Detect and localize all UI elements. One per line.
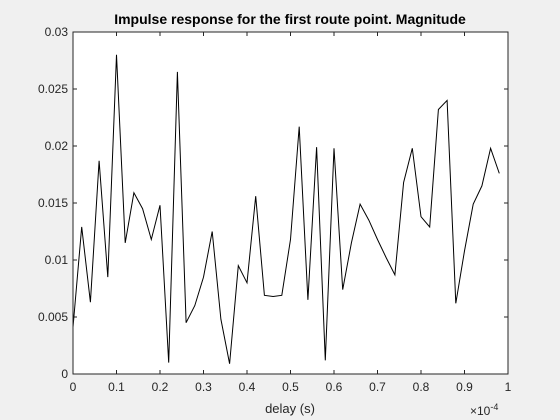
- plot-frame: [72, 31, 509, 375]
- y-tick-label: 0.03: [45, 25, 69, 39]
- x-exponent-power: -4: [490, 402, 498, 412]
- y-tick-label: 0: [61, 367, 68, 381]
- chart-title: Impulse response for the first route poi…: [114, 11, 466, 27]
- y-tick-label: 0.005: [38, 310, 68, 324]
- x-axis-label: delay (s): [265, 401, 315, 416]
- x-tick-label: 0.6: [326, 380, 343, 394]
- plot-area: [73, 32, 508, 374]
- x-tick-label: 0.5: [282, 380, 299, 394]
- y-tick-label: 0.025: [38, 82, 68, 96]
- y-tick-label: 0.01: [45, 253, 69, 267]
- y-tick-label: 0.02: [45, 139, 69, 153]
- x-tick-label: 0.4: [239, 380, 256, 394]
- series-line: [72, 54, 500, 364]
- x-tick-label: 1: [505, 380, 512, 394]
- x-exponent-base: ×10: [470, 404, 491, 418]
- x-tick-label: 0.1: [108, 380, 125, 394]
- y-tick-label: 0.015: [38, 196, 68, 210]
- series: [72, 54, 500, 364]
- x-exponent-label: ×10-4: [470, 402, 498, 418]
- x-tick-label: 0.3: [195, 380, 212, 394]
- x-tick-label: 0.2: [152, 380, 169, 394]
- x-tick-label: 0.7: [369, 380, 386, 394]
- x-tick-label: 0.9: [456, 380, 473, 394]
- x-tick-label: 0: [70, 380, 77, 394]
- ticks: 0 0.1 0.2 0.3 0.4 0.5 0.6 0.7 0.8 0.9 1 0 0.005 0.01 0…: [38, 25, 512, 394]
- x-tick-label: 0.8: [413, 380, 430, 394]
